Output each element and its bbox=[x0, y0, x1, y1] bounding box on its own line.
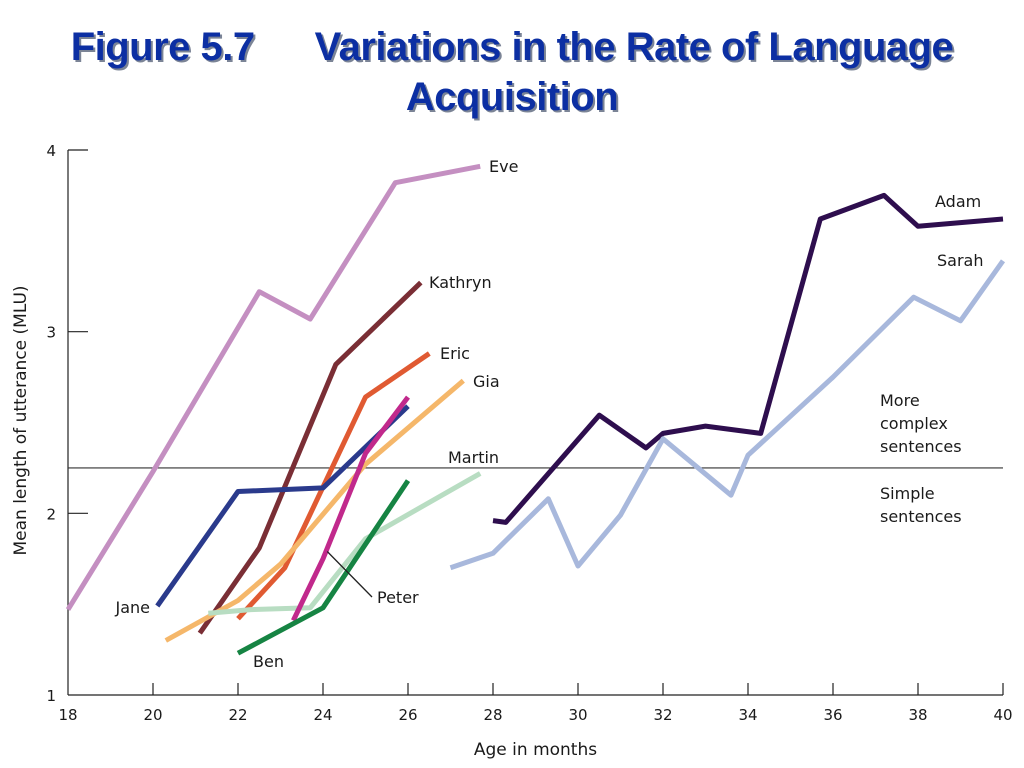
peter-label-pointer bbox=[326, 551, 373, 598]
x-tick-label: 32 bbox=[653, 706, 672, 724]
series-line-sarah bbox=[449, 259, 1006, 571]
chart-title-line-1: Figure 5.7 Variations in the Rate of Lang… bbox=[0, 22, 1024, 72]
series-label-ben: Ben bbox=[253, 652, 284, 671]
series-line-jane bbox=[155, 404, 410, 608]
series-label-adam: Adam bbox=[935, 192, 981, 211]
series-line-martin bbox=[208, 471, 482, 616]
threshold-label-above: complex bbox=[880, 414, 948, 433]
y-tick-label: 1 bbox=[46, 687, 56, 705]
x-tick-label: 18 bbox=[58, 706, 77, 724]
title-text-line-2: Acquisition bbox=[405, 75, 619, 119]
series-group bbox=[65, 163, 1006, 656]
series-line-kathryn bbox=[197, 280, 423, 635]
x-tick-label: 34 bbox=[738, 706, 757, 724]
x-tick-label: 30 bbox=[568, 706, 587, 724]
series-label-kathryn: Kathryn bbox=[429, 273, 492, 292]
y-axis-title: Mean length of utterance (MLU) bbox=[11, 285, 31, 555]
x-tick-label: 28 bbox=[483, 706, 502, 724]
threshold-label-below: sentences bbox=[880, 507, 962, 526]
series-line-adam bbox=[492, 192, 1004, 525]
y-tick-label: 2 bbox=[46, 505, 56, 523]
series-line-eve bbox=[65, 163, 481, 611]
x-tick-label: 38 bbox=[908, 706, 927, 724]
x-tick-label: 40 bbox=[993, 706, 1012, 724]
series-label-jane: Jane bbox=[114, 598, 150, 617]
threshold-label-above: sentences bbox=[880, 437, 962, 456]
series-label-eric: Eric bbox=[440, 344, 470, 363]
series-label-eve: Eve bbox=[489, 157, 518, 176]
title-text-line-1: Variations in the Rate of Language bbox=[314, 25, 954, 69]
threshold-label-below: Simple bbox=[880, 484, 935, 503]
series-line-peter bbox=[291, 395, 410, 622]
x-tick-label: 22 bbox=[228, 706, 247, 724]
threshold-label-above: More bbox=[880, 391, 920, 410]
x-tick-label: 20 bbox=[143, 706, 162, 724]
y-tick-label: 4 bbox=[46, 142, 56, 160]
series-label-gia: Gia bbox=[473, 372, 500, 391]
series-label-sarah: Sarah bbox=[937, 251, 983, 270]
x-tick-label: 24 bbox=[313, 706, 332, 724]
series-label-peter: Peter bbox=[377, 588, 419, 607]
series-label-martin: Martin bbox=[448, 448, 499, 467]
x-tick-label: 26 bbox=[398, 706, 417, 724]
x-tick-label: 36 bbox=[823, 706, 842, 724]
y-tick-label: 3 bbox=[46, 324, 56, 342]
threshold-group: More complex sentences Simple sentences bbox=[68, 391, 1003, 526]
figure-number: Figure 5.7 bbox=[70, 25, 255, 69]
series-line-ben bbox=[236, 479, 411, 656]
chart-title: Figure 5.7 Variations in the Rate of Lang… bbox=[0, 22, 1024, 122]
x-axis-title: Age in months bbox=[474, 740, 597, 760]
